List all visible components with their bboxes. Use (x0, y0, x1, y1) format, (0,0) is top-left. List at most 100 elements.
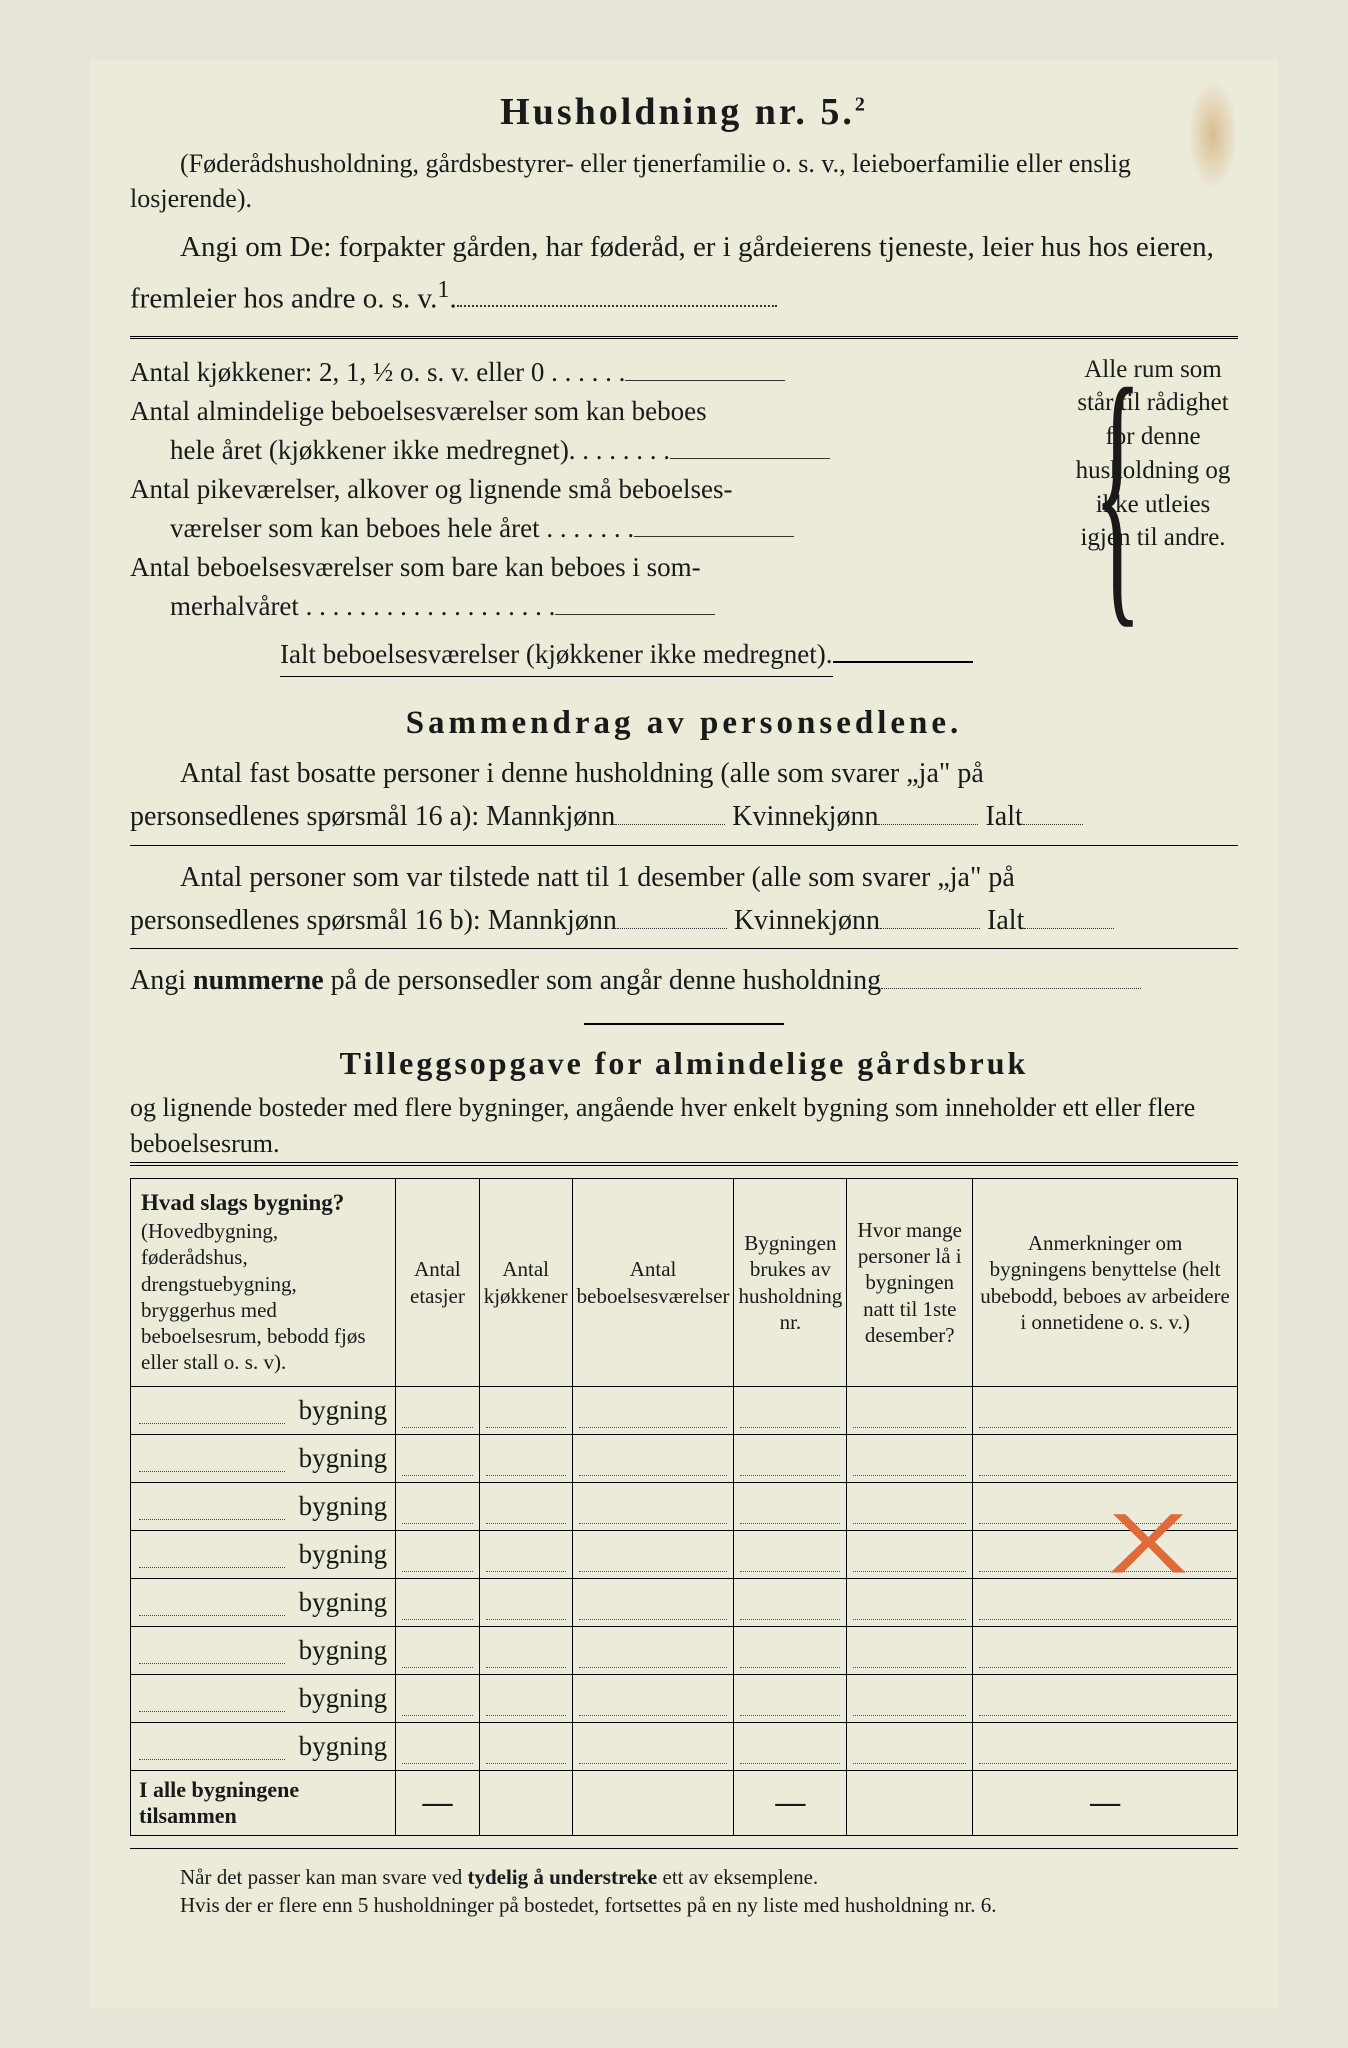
som-blank[interactable] (555, 593, 715, 616)
table-cell[interactable] (479, 1674, 572, 1722)
table-cell[interactable] (973, 1674, 1238, 1722)
table-cell[interactable] (847, 1530, 973, 1578)
table-row: bygning (131, 1386, 1238, 1434)
table-cell[interactable] (572, 1626, 734, 1674)
table-cell[interactable] (479, 1434, 572, 1482)
th-household: Bygningen brukes av husholdning nr. (734, 1179, 847, 1386)
table-cell[interactable] (396, 1722, 480, 1770)
table-cell[interactable] (734, 1722, 847, 1770)
rooms-sidebar: { Alle rum som står til rådighet for den… (1068, 353, 1238, 677)
ialt-blank2[interactable] (1023, 801, 1083, 825)
table-cell[interactable] (973, 1626, 1238, 1674)
table-cell[interactable] (396, 1434, 480, 1482)
table-cell[interactable] (973, 1722, 1238, 1770)
ialt-blank[interactable] (833, 640, 973, 663)
rooms-section: Antal kjøkkener: 2, 1, ½ o. s. v. eller … (130, 353, 1238, 677)
table-cell[interactable] (572, 1578, 734, 1626)
table-cell[interactable] (973, 1482, 1238, 1530)
table-cell[interactable] (734, 1482, 847, 1530)
sum2a: Antal personer som var tilstede natt til… (180, 862, 1015, 893)
table-cell[interactable] (734, 1578, 847, 1626)
th-floors: Antal etasjer (396, 1179, 480, 1386)
table-cell[interactable] (847, 1386, 973, 1434)
table-cell[interactable] (396, 1530, 480, 1578)
total-c3[interactable] (572, 1770, 734, 1835)
table-cell[interactable] (572, 1386, 734, 1434)
table-cell[interactable] (479, 1626, 572, 1674)
tillegs-heading: Tilleggsopgave for almindelige gårdsbruk (130, 1045, 1238, 1082)
table-cell[interactable] (479, 1482, 572, 1530)
table-cell[interactable] (396, 1386, 480, 1434)
table-cell[interactable] (734, 1674, 847, 1722)
table-cell[interactable] (572, 1674, 734, 1722)
total-c5[interactable] (847, 1770, 973, 1835)
bygning-cell[interactable]: bygning (131, 1722, 396, 1770)
table-cell[interactable] (396, 1482, 480, 1530)
footnote2: Hvis der er flere enn 5 husholdninger på… (130, 1891, 1238, 1919)
kitchen-blank[interactable] (625, 358, 785, 381)
pike-line1: Antal pikeværelser, alkover og lignende … (130, 470, 1050, 509)
summary-line3: Angi nummerne på de personsedler som ang… (130, 959, 1238, 1002)
table-cell[interactable] (479, 1578, 572, 1626)
brace-icon: { (1093, 353, 1142, 629)
pike-label2: værelser som kan beboes hele året . . . … (170, 509, 634, 548)
table-cell[interactable] (847, 1482, 973, 1530)
bygning-cell[interactable]: bygning (131, 1626, 396, 1674)
table-cell[interactable] (847, 1626, 973, 1674)
rooms-left: Antal kjøkkener: 2, 1, ½ o. s. v. eller … (130, 353, 1050, 677)
pike-blank[interactable] (634, 514, 794, 537)
table-cell[interactable] (479, 1530, 572, 1578)
kitchen-line: Antal kjøkkener: 2, 1, ½ o. s. v. eller … (130, 353, 1050, 392)
blank-line[interactable] (457, 281, 777, 307)
table-cell[interactable] (479, 1386, 572, 1434)
summary-line1: Antal fast bosatte personer i denne hush… (130, 752, 1238, 795)
kvin-blank2[interactable] (880, 905, 980, 929)
table-cell[interactable] (572, 1482, 734, 1530)
table-cell[interactable] (973, 1578, 1238, 1626)
table-cell[interactable] (847, 1722, 973, 1770)
table-row: bygning (131, 1530, 1238, 1578)
table-cell[interactable] (973, 1530, 1238, 1578)
table-header-row: Hvad slags bygning? (Hovedbygning, føder… (131, 1179, 1238, 1386)
table-cell[interactable] (572, 1722, 734, 1770)
kvin-blank[interactable] (878, 801, 978, 825)
table-cell[interactable] (973, 1434, 1238, 1482)
bygning-cell[interactable]: bygning (131, 1674, 396, 1722)
table-cell[interactable] (734, 1530, 847, 1578)
bygning-cell[interactable]: bygning (131, 1530, 396, 1578)
table-cell[interactable] (734, 1434, 847, 1482)
paper-smudge (1188, 80, 1238, 190)
table-cell[interactable] (847, 1578, 973, 1626)
ialt-blank3[interactable] (1024, 905, 1114, 929)
bygning-cell[interactable]: bygning (131, 1434, 396, 1482)
table-cell[interactable] (973, 1386, 1238, 1434)
table-cell[interactable] (847, 1434, 973, 1482)
bygning-cell[interactable]: bygning (131, 1386, 396, 1434)
center-divider (584, 1023, 784, 1025)
alm-label2: hele året (kjøkkener ikke medregnet). . … (170, 431, 670, 470)
bygning-cell[interactable]: bygning (131, 1482, 396, 1530)
table-cell[interactable] (396, 1578, 480, 1626)
table-cell[interactable] (396, 1626, 480, 1674)
nummer-blank[interactable] (881, 966, 1141, 990)
table-cell[interactable] (396, 1674, 480, 1722)
total-c2[interactable] (479, 1770, 572, 1835)
mann-blank[interactable] (615, 801, 725, 825)
alm-blank[interactable] (670, 436, 830, 459)
total-dash2: — (734, 1770, 847, 1835)
table-cell[interactable] (479, 1722, 572, 1770)
thin-rule2 (130, 948, 1238, 949)
ialt-label3: Ialt (987, 905, 1024, 936)
sum2b: personsedlenes spørsmål 16 b): Mannkjønn (130, 905, 617, 936)
table-cell[interactable] (572, 1530, 734, 1578)
bygning-cell[interactable]: bygning (131, 1578, 396, 1626)
building-table: Hvad slags bygning? (Hovedbygning, føder… (130, 1178, 1238, 1835)
table-cell[interactable] (572, 1434, 734, 1482)
total-row: I alle bygningene tilsammen — — — (131, 1770, 1238, 1835)
table-cell[interactable] (734, 1386, 847, 1434)
mann-blank2[interactable] (617, 905, 727, 929)
alm-line2: hele året (kjøkkener ikke medregnet). . … (130, 431, 1050, 470)
table-cell[interactable] (847, 1674, 973, 1722)
table-cell[interactable] (734, 1626, 847, 1674)
pike-line2: værelser som kan beboes hele året . . . … (130, 509, 1050, 548)
